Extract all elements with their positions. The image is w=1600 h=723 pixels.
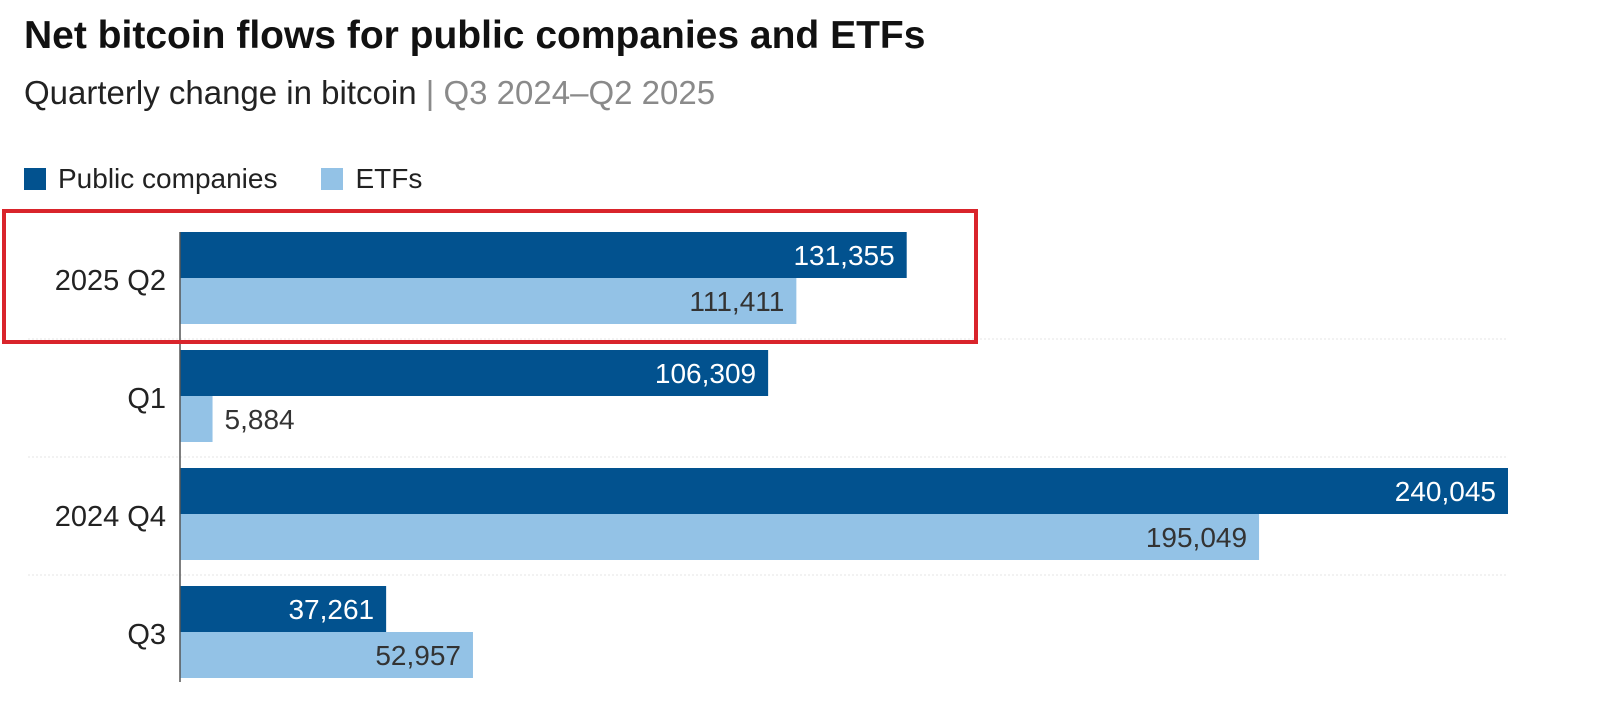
bar-public-companies-q3 xyxy=(180,586,387,632)
legend-swatch-etfs xyxy=(321,168,344,190)
chart-title: Net bitcoin flows for public companies a… xyxy=(24,14,926,57)
category-label-2025-q2: 2025 Q2 xyxy=(55,265,166,297)
bar-etfs-q1 xyxy=(180,396,213,442)
subtitle-separator: | xyxy=(425,74,435,111)
data-label-public-companies-q3: 37,261 xyxy=(288,594,374,625)
subtitle-range: Q3 2024–Q2 2025 xyxy=(443,74,716,111)
legend-swatch-public-companies xyxy=(24,168,46,190)
legend-item-etfs: ETFs xyxy=(321,163,422,195)
data-label-etfs-q3: 52,957 xyxy=(375,640,461,671)
subtitle-text: Quarterly change in bitcoin xyxy=(24,74,417,111)
category-label-q3: Q3 xyxy=(127,619,166,651)
data-label-etfs-q1: 5,884 xyxy=(225,404,295,435)
bar-etfs-2025-q2 xyxy=(180,278,797,324)
data-label-public-companies-2024-q4: 240,045 xyxy=(1395,476,1496,507)
category-label-2024-q4: 2024 Q4 xyxy=(55,501,166,533)
data-label-etfs-2024-q4: 195,049 xyxy=(1146,522,1247,553)
bar-public-companies-2025-q2 xyxy=(180,232,907,278)
chart-subtitle: Quarterly change in bitcoin | Q3 2024–Q2… xyxy=(24,74,715,112)
data-label-etfs-2025-q2: 111,411 xyxy=(689,286,784,317)
bar-etfs-2024-q4 xyxy=(180,514,1260,560)
data-label-public-companies-2025-q2: 131,355 xyxy=(793,240,894,271)
bar-public-companies-2024-q4 xyxy=(180,468,1508,514)
bar-etfs-q3 xyxy=(180,632,473,678)
legend-label-public-companies: Public companies xyxy=(58,163,278,194)
bar-public-companies-q1 xyxy=(180,350,769,396)
category-label-q1: Q1 xyxy=(127,383,166,415)
legend-item-public-companies: Public companies xyxy=(24,163,277,195)
chart-legend: Public companies ETFs xyxy=(24,163,466,195)
legend-label-etfs: ETFs xyxy=(355,163,423,194)
data-label-public-companies-q1: 106,309 xyxy=(655,358,756,389)
